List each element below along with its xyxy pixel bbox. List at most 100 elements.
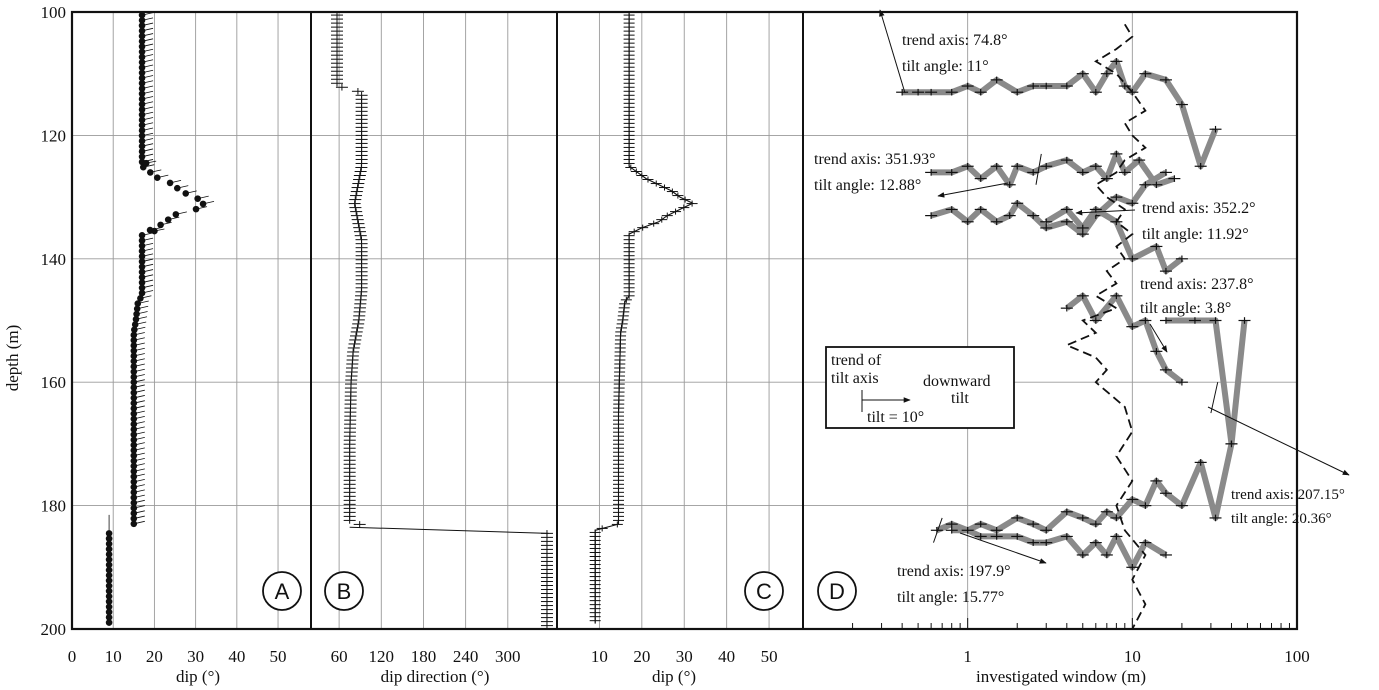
tadpole-dot [138, 127, 146, 134]
tadpole-dot [105, 587, 113, 595]
frame-layer [70, 10, 1299, 631]
tadpole-dot [130, 504, 138, 512]
annotation-2: trend axis: 351.93° tilt angle: 12.88° [814, 151, 1009, 198]
tadpole-dot [130, 520, 138, 528]
x-tick-label-b: 60 [331, 647, 348, 666]
annotation-4: trend axis: 237.8° tilt angle: 3.8° [1140, 276, 1254, 353]
annotation-3-tilt: tilt angle: 11.92° [1142, 226, 1249, 243]
tadpole-dot [130, 473, 138, 480]
tadpole-dot [138, 247, 146, 255]
x-tick-label-a: 50 [270, 647, 287, 666]
tadpole-dot [138, 268, 146, 276]
x-tick-label-c: 10 [591, 647, 608, 666]
x-tick-label-c: 40 [718, 647, 735, 666]
x-tick-label-c: 50 [761, 647, 778, 666]
tadpole-dot [133, 305, 141, 313]
legend-downward-line2: tilt [951, 390, 969, 407]
tadpole-dot [138, 58, 146, 66]
tadpole-dot [138, 132, 146, 140]
window-series-1 [902, 58, 1219, 170]
tadpole-dot [138, 242, 146, 250]
x-tick-label-b: 240 [453, 647, 479, 666]
tadpole-dot [105, 613, 113, 621]
tadpole-dot [138, 27, 146, 35]
tadpole-dot [130, 336, 138, 344]
legend-trend-line2: tilt axis [831, 370, 879, 387]
tadpole-dot [138, 90, 146, 98]
tadpole-dot [138, 74, 146, 82]
window-series-2 [931, 150, 1176, 188]
tadpole-dot [138, 17, 146, 24]
tadpole-dot [105, 551, 113, 558]
tadpole-dot [138, 148, 146, 155]
text-layer: 0 10 20 30 40 50 60 120 180 240 300 10 20 30 40 50 1 10 10… [41, 3, 1310, 666]
tadpole-dot [130, 510, 138, 517]
tadpole-dot [130, 384, 138, 391]
legend-box: trend of tilt axis downward tilt tilt = … [825, 346, 1015, 429]
legend-trend-line1: trend of [831, 352, 882, 369]
tadpole-dot [130, 447, 138, 454]
tadpole-dot [194, 195, 201, 202]
tadpole-dot [105, 577, 113, 584]
tadpole-dot [138, 79, 146, 87]
tadpole-dot [130, 394, 138, 402]
tadpole-dot [130, 410, 138, 417]
x-tick-label-c: 20 [633, 647, 650, 666]
tadpole-dot [105, 608, 113, 616]
y-tick-label: 120 [41, 126, 67, 145]
tadpole-dot [130, 347, 138, 355]
legend-downward-line1: downward [923, 373, 991, 390]
annotation-5-tilt: tilt angle: 20.36° [1231, 511, 1332, 527]
annotation-5: trend axis: 207.15° tilt angle: 20.36° [1207, 406, 1350, 527]
x-axis-label-b: dip direction (°) [381, 667, 490, 686]
tadpole-dot [130, 415, 138, 423]
annotation-1-tilt: tilt angle: 11° [902, 58, 989, 75]
y-tick-label: 160 [41, 373, 67, 392]
y-tick-label: 180 [41, 497, 67, 516]
tadpole-dot [138, 64, 146, 71]
annotation-2-trend: trend axis: 351.93° [814, 151, 936, 168]
tadpole-dot [105, 561, 113, 569]
tadpole-dot [164, 216, 172, 223]
x-tick-label-d: 100 [1284, 647, 1310, 666]
tadpole-dot [153, 174, 161, 181]
tadpole-dot [138, 153, 146, 160]
tadpole-dot [130, 457, 138, 465]
tadpole-dot [130, 489, 138, 496]
tadpole-dot [105, 540, 113, 548]
tadpole-dot [138, 43, 146, 50]
tadpole-dot [130, 436, 138, 444]
tadpole-dot [138, 38, 146, 45]
tadpole-dot [130, 352, 138, 360]
tadpole-dot [132, 315, 140, 323]
tadpole-dot [146, 169, 154, 176]
tadpole-dot [105, 545, 113, 553]
annotation-6: trend axis: 197.9° tilt angle: 15.77° [897, 532, 1047, 606]
tadpole-dot [105, 582, 113, 590]
annotation-1: trend axis: 74.8° tilt angle: 11° [879, 9, 1008, 94]
grid-layer [72, 12, 1297, 629]
tadpole-dot [172, 211, 180, 218]
tadpole-dot [105, 572, 113, 579]
annotation-4-trend: trend axis: 237.8° [1140, 276, 1254, 293]
tadpole-dot [138, 116, 146, 124]
panel-label-a: A [262, 571, 302, 611]
tadpole-dot [130, 368, 138, 376]
tadpole-dot [138, 11, 146, 19]
tadpole-dot [138, 22, 146, 29]
x-axis-label-c: dip (°) [652, 667, 696, 686]
tadpole-dot [130, 389, 138, 396]
window-series-3 [930, 169, 1168, 238]
x-tick-label-a: 10 [105, 647, 122, 666]
annotation-6-tilt: tilt angle: 15.77° [897, 589, 1004, 606]
tadpole-dot [130, 468, 138, 475]
window-series-8 [951, 527, 1168, 571]
tadpole-dot [105, 535, 113, 542]
y-axis-label: depth (m) [3, 325, 22, 392]
tadpole-dot [138, 69, 146, 77]
x-tick-label-b: 180 [411, 647, 437, 666]
tadpole-dot [138, 274, 146, 281]
legend-scale: tilt = 10° [867, 409, 924, 426]
tadpole-dot [130, 357, 138, 365]
tadpole-dot [138, 253, 146, 260]
